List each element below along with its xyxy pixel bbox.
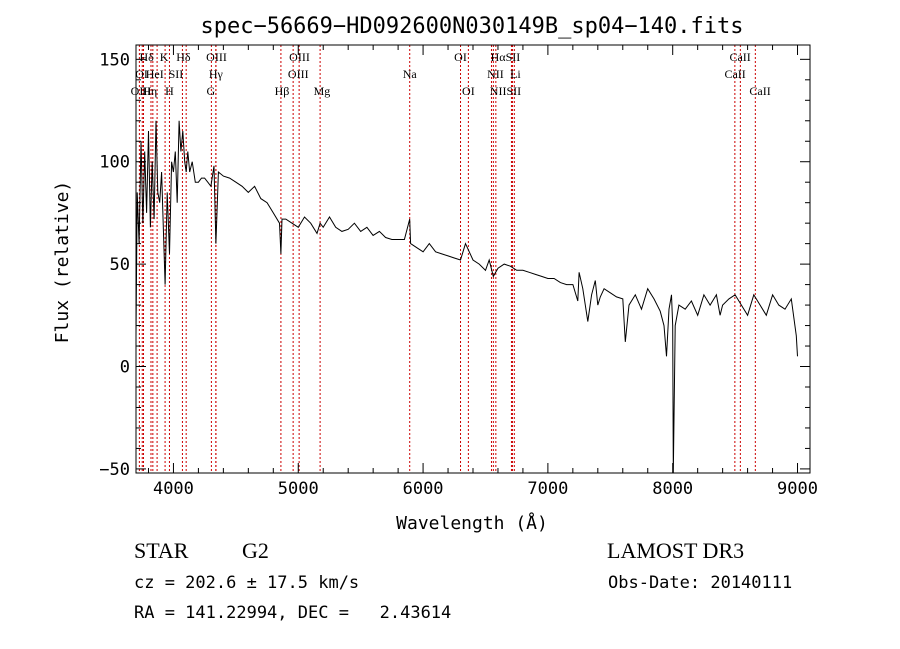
line-label-4: HαSII — [491, 50, 521, 64]
y-axis-label: Flux (relative) — [52, 181, 73, 344]
x-tick-label-2: 6000 — [403, 479, 444, 499]
line-label-11: Hγ — [209, 67, 224, 81]
x-tick-label-4: 8000 — [652, 479, 693, 499]
x-tick-label-3: 7000 — [527, 479, 568, 499]
ra-dec-line: RA = 141.22994, DEC = 2.43614 — [134, 603, 452, 623]
object-subclass: G2 — [242, 538, 269, 563]
redshift-line: cz = 202.6 ± 17.5 km/s — [134, 573, 360, 593]
x-tick-label-0: 4000 — [153, 479, 194, 499]
line-label-2: OIII — [289, 50, 310, 64]
line-label-18: Hη — [142, 84, 157, 98]
chart-title: spec−56669−HD092600N030149B_sp04−140.fit… — [200, 14, 743, 39]
x-axis-label: Wavelength (Å) — [396, 512, 548, 534]
line-label-22: Mg — [314, 84, 331, 98]
survey-name: LAMOST DR3 — [607, 538, 745, 563]
line-label-24: NIISII — [490, 84, 521, 98]
spectrum-series-line — [135, 120, 798, 474]
y-tick-label-0: −50 — [99, 460, 130, 480]
line-label-21: Hβ — [275, 84, 290, 98]
line-label-3: OI — [454, 50, 467, 64]
line-label-13: Na — [403, 67, 418, 81]
line-label-8: OI — [135, 67, 148, 81]
line-label-19: H — [165, 84, 174, 98]
line-label-5: CaII — [729, 50, 750, 64]
line-label-12: OIII — [288, 67, 309, 81]
line-label-25: CaII — [749, 84, 770, 98]
line-label-0: Hδ — [139, 50, 154, 64]
y-tick-label-4: 150 — [99, 50, 130, 70]
line-label-9: HeI — [146, 67, 164, 81]
x-tick-label-5: 9000 — [777, 479, 818, 499]
line-label-20: G — [207, 84, 216, 98]
line-label-15: Li — [510, 67, 521, 81]
line-label-10: SII — [169, 67, 184, 81]
line-label-16: CaII — [724, 67, 745, 81]
line-label-14: NII — [487, 67, 504, 81]
line-label-7: Hδ — [176, 50, 191, 64]
y-tick-label-1: 0 — [120, 358, 130, 378]
x-tick-label-1: 5000 — [278, 479, 319, 499]
emission-line-markers — [138, 45, 756, 473]
y-axis-ticks: −50 0 50 100 150 — [99, 50, 810, 480]
obs-date: Obs-Date: 20140111 — [608, 573, 793, 593]
x-axis-ticks: 4000 5000 6000 7000 8000 9000 — [147, 45, 818, 499]
y-tick-label-2: 50 — [110, 255, 130, 275]
line-label-23: OI — [462, 84, 475, 98]
object-class: STAR — [134, 538, 189, 563]
y-tick-label-3: 100 — [99, 153, 130, 173]
line-label-1: OIII — [206, 50, 227, 64]
line-label-6: K — [160, 50, 169, 64]
